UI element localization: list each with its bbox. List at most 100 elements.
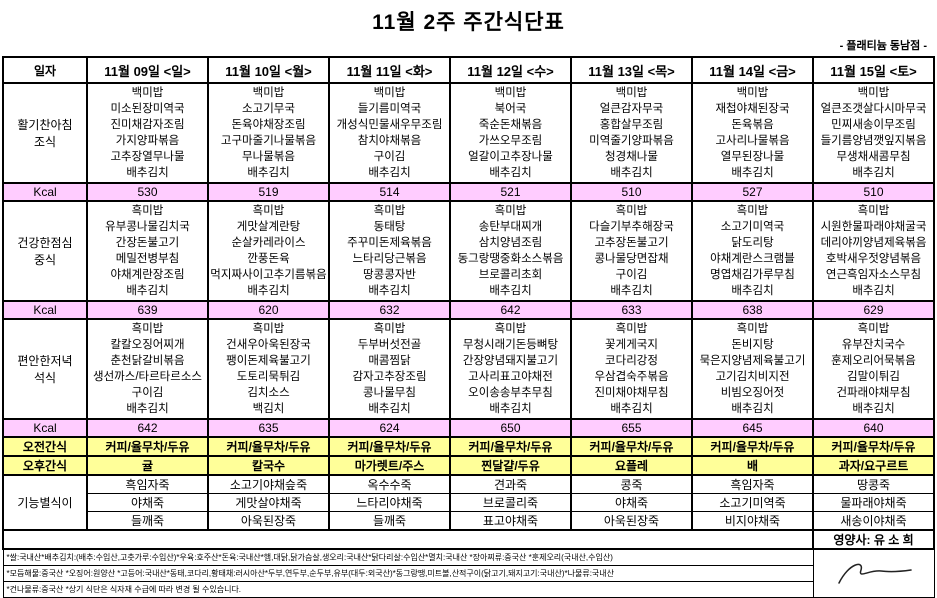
breakfast-menu-day3: 백미밥 들기름미역국 개성식민물새우무조림 참치야채볶음 구이김 배추김치 (328, 82, 451, 184)
dinner-kcal-day3: 624 (328, 418, 451, 438)
dietitian-row: 영양사: 유 소 희 (2, 529, 935, 550)
dinner-kcal-day4: 650 (449, 418, 572, 438)
functional-r2-day7: 물파래야채죽 (812, 493, 935, 512)
functional-r3-day6: 비지야채죽 (691, 511, 814, 531)
functional-row-1: 기능별식이 흑임자죽 소고기야채슾죽 옥수수죽 견과죽 콩죽 흑임자죽 땅콩죽 (2, 474, 935, 531)
lunch-label: 건강한점심 중식 (2, 200, 88, 302)
signature-cell (812, 548, 935, 598)
lunch-menu-day7: 흑미밥 시원한물파래야채굴국 데리야끼양념제육볶음 호박새우젓양념볶음 연근흑임… (812, 200, 935, 302)
dinner-menu-day1: 흑미밥 칼칼오징어찌개 춘천닭갈비볶음 생선까스/타르타르소스 구이김 배추김치 (86, 318, 209, 420)
lunch-row: 건강한점심 중식 흑미밥 유부콩나물김치국 간장돈불고기 메밀전병부침 야채계란… (2, 200, 935, 302)
am-snack-day5: 커피/율무차/두유 (570, 436, 693, 457)
day-header-sun: 11월 09일 <일> (86, 56, 209, 84)
dinner-kcal-row: Kcal 642 635 624 650 655 645 640 (2, 418, 935, 438)
functional-r2-day5: 야채죽 (570, 493, 693, 512)
dinner-kcal-day1: 642 (86, 418, 209, 438)
lunch-kcal-day2: 620 (207, 300, 330, 320)
lunch-menu-day4: 흑미밥 송탄부대찌개 삼치양념조림 동그랑땡중화소스볶음 브로콜리초회 배추김치 (449, 200, 572, 302)
dinner-menu-day6: 흑미밥 돈비지탕 묵은지양념제육불고기 고기김치비지전 비빔오징어젓 배추김치 (691, 318, 814, 420)
am-snack-label: 오전간식 (2, 436, 88, 457)
pm-snack-row: 오후간식 귤 칼국수 마가렛트/주스 찐달걀/두유 요플레 배 과자/요구르트 (2, 455, 935, 476)
pm-snack-day2: 칼국수 (207, 455, 330, 476)
dinner-menu-day7: 흑미밥 유부잔치국수 훈제오리어묵볶음 김말이튀김 건파래야채무침 배추김치 (812, 318, 935, 420)
breakfast-menu-day4: 백미밥 북어국 죽순돈채볶음 가쓰오무조림 얼갈이고추장나물 배추김치 (449, 82, 572, 184)
footnote-row-3: *건나물류:중국산 *상기 식단은 식자재 수급에 따라 변경 될 수있습니다. (2, 581, 934, 598)
functional-r3-day7: 새송이야채죽 (812, 511, 935, 531)
breakfast-menu-day6: 백미밥 재첩야채된장국 돈육볶음 고사리나물볶음 열무된장나물 배추김치 (691, 82, 814, 184)
functional-r1-day7: 땅콩죽 (812, 474, 935, 494)
pm-snack-day4: 찐달걀/두유 (449, 455, 572, 476)
dinner-menu-day3: 흑미밥 두부버섯전골 매콤찜닭 감자고추장조림 콩나물무침 배추김치 (328, 318, 451, 420)
breakfast-kcal-day4: 521 (449, 182, 572, 202)
breakfast-menu-day5: 백미밥 얼큰감자무국 홍합살무조림 미역줄기양파볶음 청경채나물 배추김치 (570, 82, 693, 184)
functional-r3-day5: 아욱된장죽 (570, 511, 693, 531)
functional-r3-day3: 들깨죽 (328, 511, 451, 531)
lunch-kcal-day1: 639 (86, 300, 209, 320)
lunch-menu-day6: 흑미밥 소고기미역국 닭도리탕 야채계란스크램블 명엽채김가루무침 배추김치 (691, 200, 814, 302)
breakfast-menu-day7: 백미밥 얼큰조갯살다시마무국 민찌새송이무조림 들기름양념깻잎지볶음 무생채새콤… (812, 82, 935, 184)
functional-r2-day4: 브로콜리죽 (449, 493, 572, 512)
lunch-kcal-day7: 629 (812, 300, 935, 320)
lunch-menu-day1: 흑미밥 유부콩나물김치국 간장돈불고기 메밀전병부침 야채계란장조림 배추김치 (86, 200, 209, 302)
dinner-kcal-day7: 640 (812, 418, 935, 438)
dinner-menu-day2: 흑미밥 건새우아욱된장국 팽이돈제육불고기 도토리묵튀김 김치소스 백김치 (207, 318, 330, 420)
pm-snack-day3: 마가렛트/주스 (328, 455, 451, 476)
breakfast-menu-day1: 백미밥 미소된장미역국 진미채감자조림 가지양파볶음 고추장열무나물 배추김치 (86, 82, 209, 184)
footnote-row-2: *모듬해물:중국산 *오징어:원양산 *고등어:국내산*동태,코다리,황태채:러… (2, 565, 934, 582)
day-header-sat: 11월 15일 <토> (812, 56, 935, 84)
functional-r1-day4: 견과죽 (449, 474, 572, 494)
branch-name: - 플래티늄 동남점 - (839, 40, 927, 52)
functional-r3-day4: 표고야채죽 (449, 511, 572, 531)
functional-label: 기능별식이 (2, 474, 88, 531)
lunch-kcal-label: Kcal (2, 300, 88, 320)
am-snack-day1: 커피/율무차/두유 (86, 436, 209, 457)
lunch-kcal-day4: 642 (449, 300, 572, 320)
signature-icon (837, 563, 912, 584)
day-header-mon: 11월 10일 <월> (207, 56, 330, 84)
breakfast-kcal-day7: 510 (812, 182, 935, 202)
footnote-origin-3: *건나물류:중국산 *상기 식단은 식자재 수급에 따라 변경 될 수있습니다. (2, 581, 814, 598)
day-header-tue: 11월 11일 <화> (328, 56, 451, 84)
lunch-kcal-day6: 638 (691, 300, 814, 320)
am-snack-day3: 커피/율무차/두유 (328, 436, 451, 457)
footnote-row-1: *쌀:국내산*배추김치:(배추:수입산,고춧가루:수입산)*우육:호주산*돈육:… (2, 548, 935, 598)
breakfast-kcal-row: Kcal 530 519 514 521 510 527 510 (2, 182, 935, 202)
breakfast-kcal-day3: 514 (328, 182, 451, 202)
date-label: 일자 (2, 56, 88, 84)
functional-r2-day1: 야채죽 (86, 493, 209, 512)
dinner-kcal-label: Kcal (2, 418, 88, 438)
table-header-row: 일자 11월 09일 <일> 11월 10일 <월> 11월 11일 <화> 1… (2, 56, 935, 84)
functional-r2-day6: 소고기미역죽 (691, 493, 814, 512)
dietitian-name: 영양사: 유 소 희 (812, 529, 935, 550)
am-snack-day7: 커피/율무차/두유 (812, 436, 935, 457)
functional-r3-day2: 아욱된장죽 (207, 511, 330, 531)
empty-cell (2, 529, 814, 550)
functional-r1-day5: 콩죽 (570, 474, 693, 494)
breakfast-row: 활기찬아침 조식 백미밥 미소된장미역국 진미채감자조림 가지양파볶음 고추장열… (2, 82, 935, 184)
lunch-menu-day2: 흑미밥 게맛살계란탕 순살카레라이스 깐풍돈육 먹지짜사이고추기름볶음 배추김치 (207, 200, 330, 302)
meal-plan-table: 일자 11월 09일 <일> 11월 10일 <월> 11월 11일 <화> 1… (2, 56, 935, 598)
breakfast-kcal-day6: 527 (691, 182, 814, 202)
lunch-kcal-day5: 633 (570, 300, 693, 320)
day-header-wed: 11월 12일 <수> (449, 56, 572, 84)
am-snack-day2: 커피/율무차/두유 (207, 436, 330, 457)
day-header-fri: 11월 14일 <금> (691, 56, 814, 84)
am-snack-row: 오전간식 커피/율무차/두유 커피/율무차/두유 커피/율무차/두유 커피/율무… (2, 436, 935, 457)
dinner-label: 편안한저녁 석식 (2, 318, 88, 420)
functional-r1-day6: 흑임자죽 (691, 474, 814, 494)
lunch-menu-day5: 흑미밥 다슬기부추해장국 고추장돈불고기 콩나물당면잡채 구이김 배추김치 (570, 200, 693, 302)
functional-r1-day2: 소고기야채슾죽 (207, 474, 330, 494)
lunch-kcal-row: Kcal 639 620 632 642 633 638 629 (2, 300, 935, 320)
pm-snack-day6: 배 (691, 455, 814, 476)
pm-snack-day7: 과자/요구르트 (812, 455, 935, 476)
dinner-kcal-day2: 635 (207, 418, 330, 438)
day-header-thu: 11월 13일 <목> (570, 56, 693, 84)
footnote-origin-1: *쌀:국내산*배추김치:(배추:수입산,고춧가루:수입산)*우육:호주산*돈육:… (2, 548, 814, 566)
footnote-origin-2: *모듬해물:중국산 *오징어:원양산 *고등어:국내산*동태,코다리,황태채:러… (2, 565, 814, 582)
breakfast-kcal-day5: 510 (570, 182, 693, 202)
functional-r1-day1: 흑임자죽 (86, 474, 209, 494)
pm-snack-day1: 귤 (86, 455, 209, 476)
functional-r2-day2: 게맛살야채죽 (207, 493, 330, 512)
dinner-menu-day4: 흑미밥 무청시래기돈등뼈탕 간장양념돼지불고기 고사리표고야채전 오이송송부추무… (449, 318, 572, 420)
functional-row-3: 들깨죽 아욱된장죽 들깨죽 표고야채죽 아욱된장죽 비지야채죽 새송이야채죽 (3, 511, 935, 531)
